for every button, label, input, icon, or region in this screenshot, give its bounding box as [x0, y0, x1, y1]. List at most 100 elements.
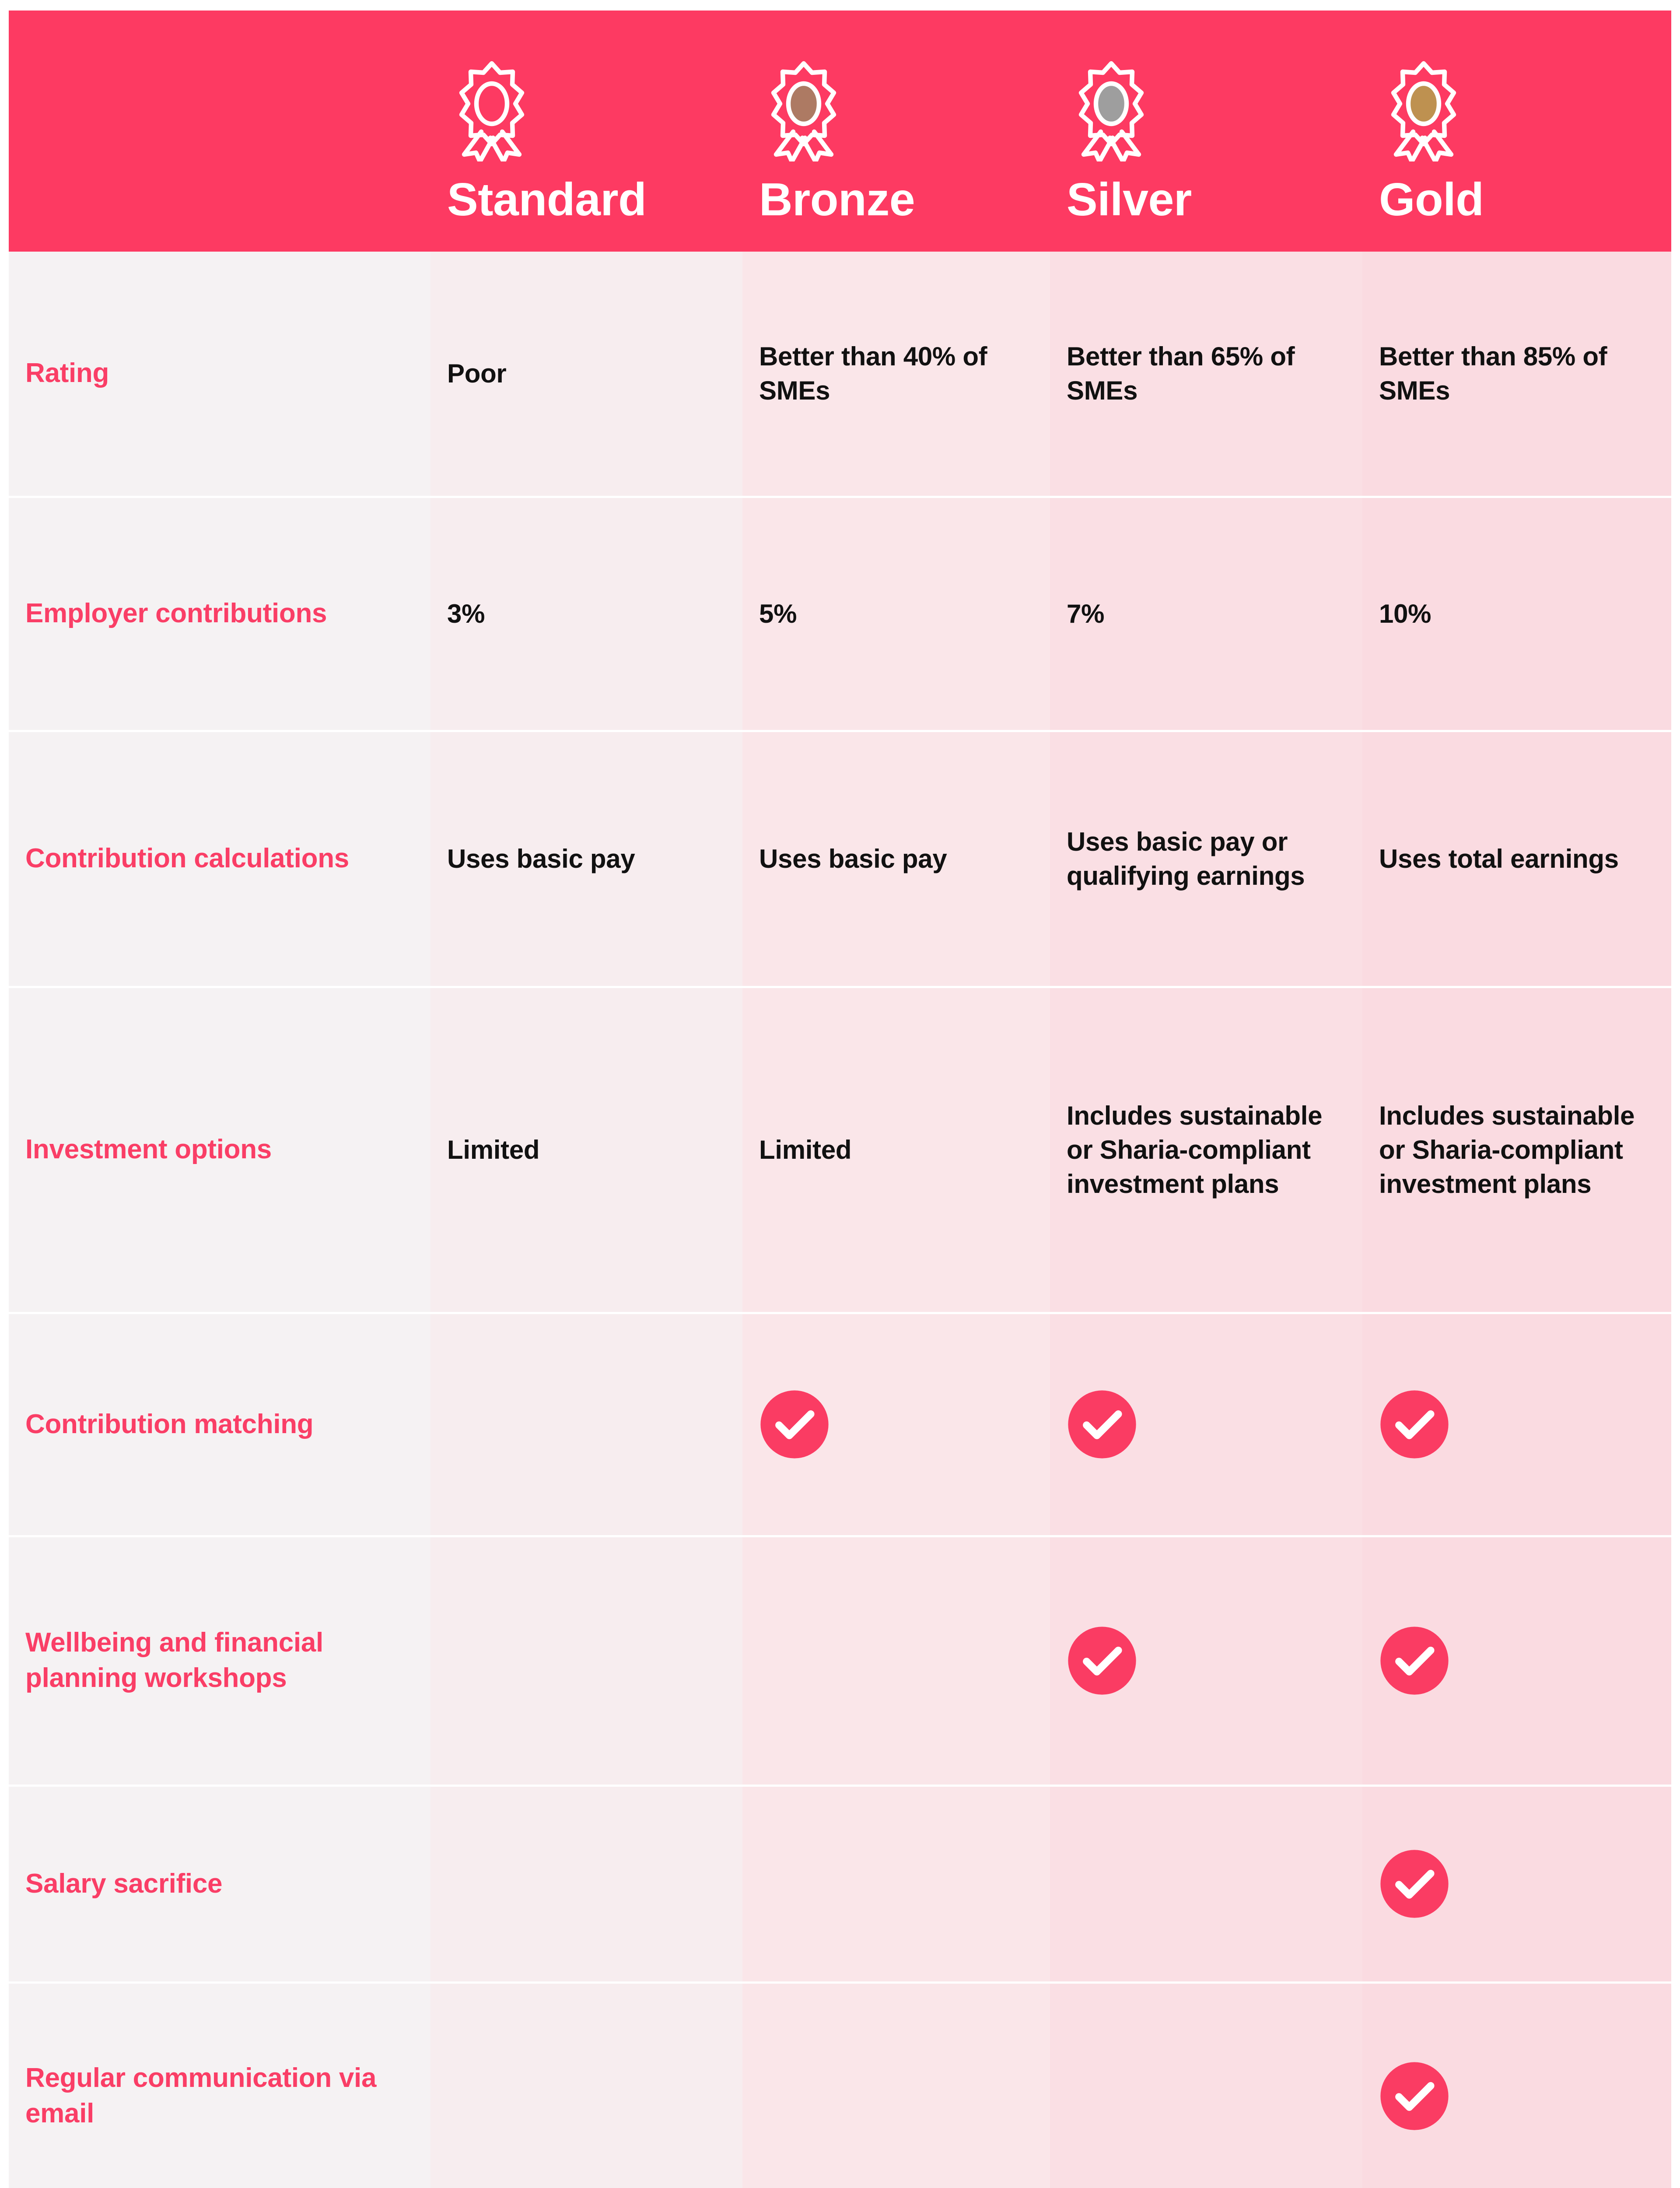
cell-text-wrapper: Poor [430, 357, 742, 391]
pension-tier-comparison-table: Standard [9, 11, 1671, 2188]
cell-text-wrapper: Better than 65% of SMEs [1050, 340, 1362, 408]
check-circle-icon [759, 1389, 830, 1460]
cell-silver [1050, 1313, 1362, 1537]
row-label-wrapper: Employer contributions [9, 596, 430, 631]
cell-gold [1362, 1785, 1671, 1984]
header-label-gold: Gold [1379, 174, 1484, 225]
row-label-cell: Wellbeing and financial planning worksho… [9, 1536, 430, 1787]
cell-gold: Uses total earnings [1362, 731, 1671, 988]
award-ribbon-icon-bronze [766, 60, 841, 164]
cell-text-wrapper: Uses basic pay [430, 842, 742, 876]
cell-standard [430, 1982, 742, 2188]
award-ribbon-icon-standard [454, 60, 529, 164]
cell-silver: 7% [1050, 497, 1362, 732]
cell-value: Includes sustainable or Sharia-compliant… [1379, 1101, 1635, 1199]
cell-value: Uses total earnings [1379, 844, 1619, 873]
row-label-cell: Contribution matching [9, 1313, 430, 1537]
row-label-wrapper: Salary sacrifice [9, 1866, 430, 1902]
cell-silver [1050, 1785, 1362, 1984]
row-label: Investment options [25, 1134, 272, 1165]
cell-text-wrapper: Better than 85% of SMEs [1362, 340, 1671, 408]
check-circle-icon [1067, 1625, 1138, 1696]
table-row: Contribution calculations Uses basic pay U… [9, 731, 1671, 988]
row-label-cell: Rating [9, 252, 430, 498]
check-circle-icon [1379, 1848, 1450, 1919]
cell-standard [430, 1536, 742, 1787]
table-row: Employer contributions 3% 5% 7% 10% [9, 497, 1671, 732]
cell-value: 10% [1379, 599, 1432, 628]
table-row: Wellbeing and financial planning worksho… [9, 1536, 1671, 1787]
cell-value: Better than 85% of SMEs [1379, 341, 1607, 405]
cell-bronze [742, 1785, 1050, 1984]
cell-gold [1362, 1536, 1671, 1787]
check-circle-icon [1379, 1625, 1450, 1696]
cell-text-wrapper: 5% [742, 597, 1050, 631]
cell-empty [742, 2094, 1050, 2098]
cell-value: Better than 65% of SMEs [1067, 341, 1295, 405]
check-cell-wrapper [742, 1389, 1050, 1460]
cell-value: 5% [759, 599, 797, 628]
table-row: Rating Poor Better than 40% of SMEs Better … [9, 252, 1671, 498]
cell-value: Uses basic pay or qualifying earnings [1067, 827, 1305, 891]
cell-bronze [742, 1982, 1050, 2188]
cell-silver [1050, 1536, 1362, 1787]
row-label-cell: Regular communication via email [9, 1982, 430, 2188]
cell-standard: Poor [430, 252, 742, 498]
row-label-wrapper: Rating [9, 356, 430, 391]
cell-text-wrapper: Better than 40% of SMEs [742, 340, 1050, 408]
award-ribbon-icon-gold [1386, 60, 1461, 164]
cell-text-wrapper: Uses basic pay [742, 842, 1050, 876]
header-cell-gold: Gold [1362, 11, 1671, 252]
row-label-cell: Investment options [9, 987, 430, 1314]
cell-gold: Better than 85% of SMEs [1362, 252, 1671, 498]
cell-standard [430, 1785, 742, 1984]
cell-gold [1362, 1982, 1671, 2188]
table-row: Regular communication via email [9, 1982, 1671, 2188]
table-row: Salary sacrifice [9, 1785, 1671, 1984]
cell-value: 7% [1067, 599, 1105, 628]
check-circle-icon [1067, 1389, 1138, 1460]
check-circle-icon [1379, 2061, 1450, 2132]
row-label: Wellbeing and financial planning worksho… [25, 1627, 323, 1693]
row-label-cell: Employer contributions [9, 497, 430, 732]
header-label-standard: Standard [447, 174, 647, 225]
check-cell-wrapper [1362, 1389, 1671, 1460]
cell-bronze: Better than 40% of SMEs [742, 252, 1050, 498]
cell-bronze: Limited [742, 987, 1050, 1314]
row-label-cell: Salary sacrifice [9, 1785, 430, 1984]
cell-standard: 3% [430, 497, 742, 732]
row-label: Rating [25, 358, 109, 389]
cell-bronze: Uses basic pay [742, 731, 1050, 988]
check-cell-wrapper [1050, 1389, 1362, 1460]
row-label: Employer contributions [25, 598, 327, 629]
cell-gold: 10% [1362, 497, 1671, 732]
check-cell-wrapper [1362, 1848, 1671, 1919]
row-label-wrapper: Contribution matching [9, 1407, 430, 1442]
cell-value: Poor [447, 358, 507, 388]
row-label-wrapper: Wellbeing and financial planning worksho… [9, 1625, 430, 1696]
row-label: Contribution calculations [25, 843, 349, 874]
cell-silver: Uses basic pay or qualifying earnings [1050, 731, 1362, 988]
cell-empty [1050, 2094, 1362, 2098]
cell-value: Includes sustainable or Sharia-compliant… [1067, 1101, 1323, 1199]
cell-bronze [742, 1313, 1050, 1537]
row-label-wrapper: Regular communication via email [9, 2061, 430, 2131]
cell-gold [1362, 1313, 1671, 1537]
header-corner-blank [9, 11, 430, 252]
cell-text-wrapper: Includes sustainable or Sharia-compliant… [1050, 1099, 1362, 1201]
cell-text-wrapper: Limited [742, 1133, 1050, 1167]
header-label-silver: Silver [1067, 174, 1192, 225]
cell-silver: Includes sustainable or Sharia-compliant… [1050, 987, 1362, 1314]
cell-text-wrapper: Limited [430, 1133, 742, 1167]
cell-text-wrapper: Includes sustainable or Sharia-compliant… [1362, 1099, 1671, 1201]
check-cell-wrapper [1050, 1625, 1362, 1696]
cell-empty [1050, 1882, 1362, 1886]
header-cell-bronze: Bronze [742, 11, 1050, 252]
cell-silver [1050, 1982, 1362, 2188]
cell-value: Uses basic pay [447, 844, 635, 873]
row-label-wrapper: Contribution calculations [9, 841, 430, 877]
cell-empty [742, 1882, 1050, 1886]
cell-value: Uses basic pay [759, 844, 947, 873]
cell-empty [430, 1882, 742, 1886]
